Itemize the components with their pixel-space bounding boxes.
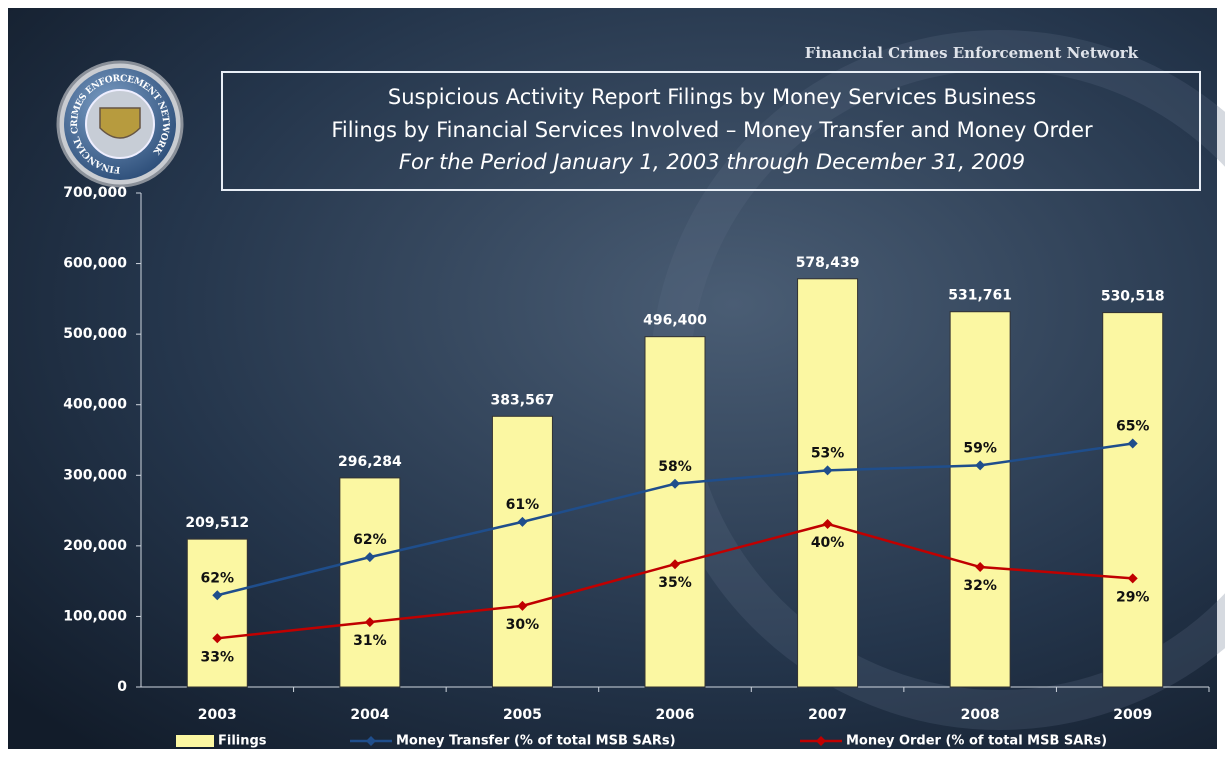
- chart-title: Suspicious Activity Report Filings by Mo…: [388, 85, 1036, 109]
- legend-label: Money Transfer (% of total MSB SARs): [396, 734, 676, 749]
- line-value-label: 35%: [658, 575, 692, 591]
- bar-value-label: 530,518: [1101, 289, 1165, 305]
- bar: [1102, 312, 1164, 688]
- bar: [491, 415, 553, 688]
- y-tick-label: 0: [117, 679, 127, 695]
- x-tick-label: 2003: [198, 707, 237, 723]
- y-tick-label: 600,000: [63, 256, 127, 272]
- bar: [949, 311, 1011, 688]
- line-value-label: 58%: [658, 459, 692, 475]
- line-value-label: 31%: [353, 633, 387, 649]
- line-value-label: 53%: [811, 445, 845, 461]
- line-value-label: 33%: [201, 649, 235, 665]
- line-marker: [975, 460, 986, 471]
- legend-label: Money Order (% of total MSB SARs): [846, 734, 1107, 749]
- seal: FINANCIAL CRIMES ENFORCEMENT NETWORK: [56, 60, 184, 188]
- network-name: Financial Crimes Enforcement Network: [805, 44, 1139, 62]
- line-marker: [212, 633, 223, 644]
- chart-subtitle: Filings by Financial Services Involved –…: [331, 118, 1093, 142]
- bar: [797, 278, 859, 688]
- y-tick-label: 300,000: [63, 467, 127, 483]
- x-tick-label: 2005: [503, 707, 542, 723]
- bar: [186, 538, 248, 688]
- line-marker: [822, 518, 833, 529]
- line-value-label: 29%: [1116, 589, 1150, 605]
- x-tick-label: 2008: [961, 707, 1000, 723]
- bar-value-label: 209,512: [185, 515, 249, 531]
- line-marker: [822, 465, 833, 476]
- y-tick-label: 500,000: [63, 326, 127, 342]
- line-value-label: 32%: [963, 578, 997, 594]
- bar: [339, 477, 401, 688]
- bar-value-label: 383,567: [491, 392, 555, 408]
- bar-value-label: 531,761: [948, 288, 1012, 304]
- line-marker: [975, 562, 986, 573]
- line-value-label: 59%: [963, 440, 997, 456]
- y-tick-label: 200,000: [63, 538, 127, 554]
- x-tick-label: 2007: [808, 707, 847, 723]
- line-value-label: 61%: [506, 497, 540, 513]
- y-tick-label: 700,000: [63, 185, 127, 201]
- legend-label: Filings: [218, 734, 267, 749]
- line-marker: [517, 516, 528, 527]
- line-value-label: 65%: [1116, 419, 1150, 435]
- x-tick-label: 2009: [1113, 707, 1152, 723]
- x-tick-label: 2006: [656, 707, 695, 723]
- legend-marker: [816, 736, 826, 746]
- chart-period: For the Period January 1, 2003 through D…: [399, 150, 1025, 174]
- line-value-label: 62%: [201, 570, 235, 586]
- bar-value-label: 496,400: [643, 313, 707, 329]
- bar: [644, 336, 706, 688]
- bar-value-label: 296,284: [338, 454, 402, 470]
- y-tick-label: 100,000: [63, 608, 127, 624]
- legend-marker: [366, 736, 376, 746]
- line-marker: [212, 590, 223, 601]
- line-marker: [364, 617, 375, 628]
- line-marker: [517, 600, 528, 611]
- y-tick-label: 400,000: [63, 397, 127, 413]
- line-marker: [1127, 438, 1138, 449]
- title-box: [221, 71, 1201, 191]
- line-value-label: 62%: [353, 532, 387, 548]
- line-marker: [670, 559, 680, 570]
- line-marker: [364, 552, 375, 563]
- line-value-label: 40%: [811, 535, 845, 551]
- line-marker: [670, 478, 680, 489]
- line-value-label: 30%: [506, 617, 540, 633]
- bar-value-label: 578,439: [796, 255, 860, 271]
- x-tick-label: 2004: [350, 707, 389, 723]
- legend-swatch: [176, 735, 214, 747]
- line-marker: [1127, 573, 1138, 584]
